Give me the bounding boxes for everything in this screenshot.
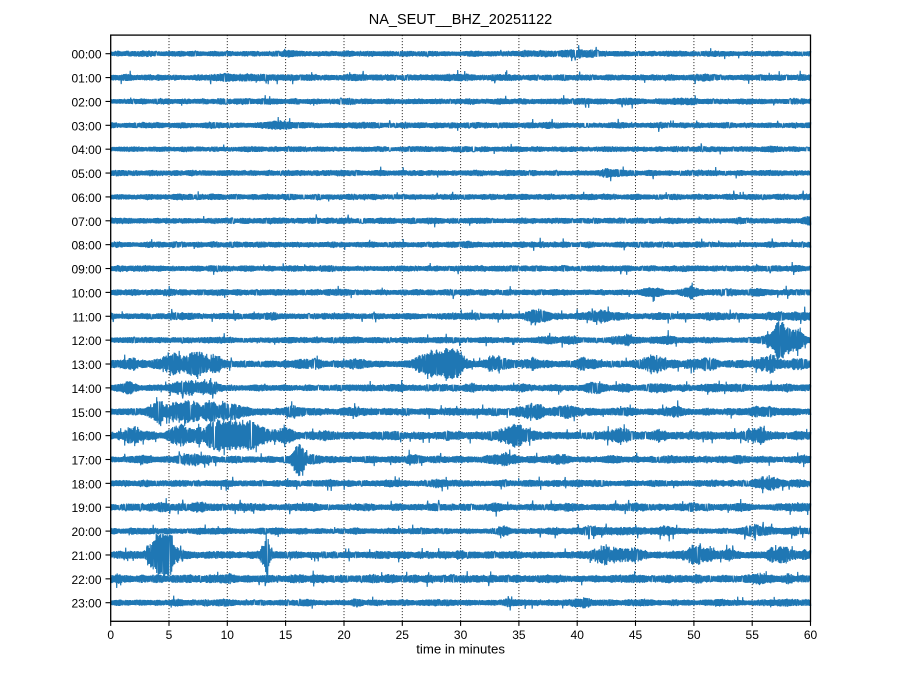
svg-text:03:00: 03:00: [71, 119, 101, 133]
svg-text:11:00: 11:00: [72, 310, 101, 324]
svg-text:06:00: 06:00: [71, 191, 101, 205]
svg-text:20: 20: [337, 628, 351, 642]
svg-text:07:00: 07:00: [71, 215, 101, 229]
svg-text:45: 45: [629, 628, 643, 642]
svg-text:50: 50: [687, 628, 701, 642]
svg-text:60: 60: [804, 628, 818, 642]
svg-text:time in minutes: time in minutes: [416, 642, 505, 657]
svg-text:08:00: 08:00: [71, 239, 101, 253]
svg-text:20:00: 20:00: [71, 525, 101, 539]
svg-text:16:00: 16:00: [71, 430, 101, 444]
svg-text:14:00: 14:00: [71, 382, 101, 396]
svg-text:01:00: 01:00: [71, 72, 101, 86]
svg-text:09:00: 09:00: [71, 263, 101, 277]
svg-text:15:00: 15:00: [71, 406, 101, 420]
svg-text:NA_SEUT__BHZ_20251122: NA_SEUT__BHZ_20251122: [369, 12, 553, 28]
svg-text:15: 15: [279, 628, 293, 642]
svg-text:0: 0: [107, 628, 114, 642]
svg-text:22:00: 22:00: [71, 573, 101, 587]
svg-text:10: 10: [221, 628, 235, 642]
svg-text:18:00: 18:00: [71, 477, 101, 491]
svg-text:05:00: 05:00: [71, 167, 101, 181]
svg-text:30: 30: [454, 628, 468, 642]
svg-text:13:00: 13:00: [71, 358, 101, 372]
svg-text:25: 25: [396, 628, 410, 642]
svg-text:5: 5: [166, 628, 173, 642]
svg-text:04:00: 04:00: [71, 143, 101, 157]
svg-text:12:00: 12:00: [71, 334, 101, 348]
svg-text:00:00: 00:00: [71, 48, 101, 62]
svg-text:35: 35: [512, 628, 526, 642]
svg-text:55: 55: [746, 628, 760, 642]
svg-text:23:00: 23:00: [71, 597, 101, 611]
svg-text:10:00: 10:00: [71, 286, 101, 300]
svg-text:19:00: 19:00: [71, 501, 101, 515]
svg-text:17:00: 17:00: [71, 453, 101, 467]
svg-text:40: 40: [571, 628, 585, 642]
svg-text:21:00: 21:00: [71, 549, 101, 563]
svg-text:02:00: 02:00: [71, 95, 101, 109]
